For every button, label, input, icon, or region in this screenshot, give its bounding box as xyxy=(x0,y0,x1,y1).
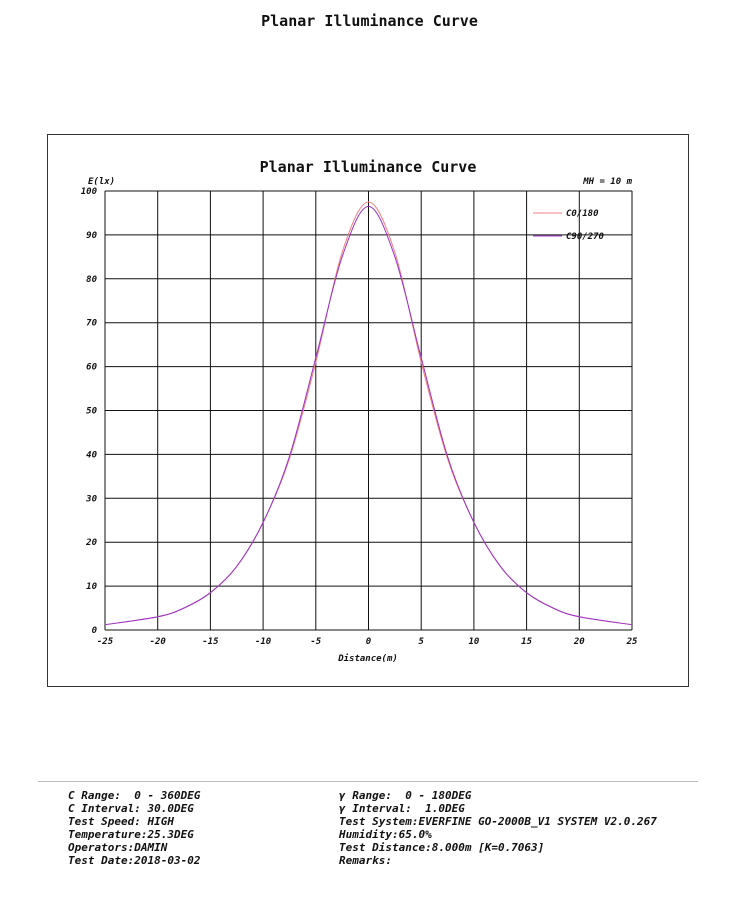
y-axis-label: E(lx) xyxy=(88,177,115,187)
chart-frame xyxy=(47,134,689,687)
x-tick-label: -10 xyxy=(255,637,272,647)
test-info-line: γ Range: 0 - 180DEG xyxy=(339,789,472,802)
y-tick-label: 90 xyxy=(86,231,97,241)
x-tick-label: 15 xyxy=(521,637,532,647)
y-tick-label: 50 xyxy=(86,407,97,417)
mounting-height-annotation: MH = 10 m xyxy=(582,177,632,187)
x-tick-label: 0 xyxy=(366,637,372,647)
test-info-line: C Interval: 30.0DEG xyxy=(68,802,194,815)
y-tick-label: 10 xyxy=(86,582,97,592)
y-tick-label: 0 xyxy=(92,626,98,636)
page-title: Planar Illuminance Curve xyxy=(261,12,478,30)
test-info-line: Test Date:2018-03-02 xyxy=(68,854,201,867)
legend-label: C90/270 xyxy=(566,232,605,242)
y-tick-label: 70 xyxy=(86,319,97,329)
test-info-line: Temperature:25.3DEG xyxy=(68,828,194,841)
x-tick-label: -15 xyxy=(202,637,219,647)
test-info-line: Operators:DAMIN xyxy=(68,841,168,854)
x-tick-label: 20 xyxy=(573,637,585,647)
y-tick-label: 100 xyxy=(81,187,98,197)
test-info-right: γ Range: 0 - 180DEG γ Interval: 1.0DEG Tes… xyxy=(339,789,657,867)
test-info-line: Remarks: xyxy=(339,854,392,867)
x-tick-label: -20 xyxy=(150,637,167,647)
test-info-line: γ Interval: 1.0DEG xyxy=(339,802,465,815)
x-tick-label: 25 xyxy=(626,637,638,647)
test-info-line: Test Speed: HIGH xyxy=(68,815,174,828)
test-info-line: C Range: 0 - 360DEG xyxy=(68,789,201,802)
test-info-left: C Range: 0 - 360DEG C Interval: 30.0DEG Te… xyxy=(68,789,200,867)
x-tick-label: 5 xyxy=(418,637,424,647)
x-tick-label: 10 xyxy=(468,637,479,647)
test-info-line: Humidity:65.0% xyxy=(339,828,432,841)
y-tick-label: 30 xyxy=(85,494,97,504)
y-tick-label: 60 xyxy=(86,363,97,373)
chart-title: Planar Illuminance Curve xyxy=(260,158,477,176)
footer-divider xyxy=(38,781,698,782)
series-line-1 xyxy=(104,205,633,626)
x-axis-label: Distance(m) xyxy=(337,653,398,664)
x-tick-label: -5 xyxy=(310,637,321,647)
legend-label: C0/180 xyxy=(566,209,599,219)
y-tick-label: 80 xyxy=(86,275,97,285)
test-info-line: Test Distance:8.000m [K=0.7063] xyxy=(339,841,545,854)
x-tick-label: -25 xyxy=(97,637,114,647)
y-tick-label: 40 xyxy=(86,450,97,460)
y-tick-label: 20 xyxy=(85,538,97,548)
test-info-line: Test System:EVERFINE GO-2000B_V1 SYSTEM … xyxy=(339,815,657,828)
